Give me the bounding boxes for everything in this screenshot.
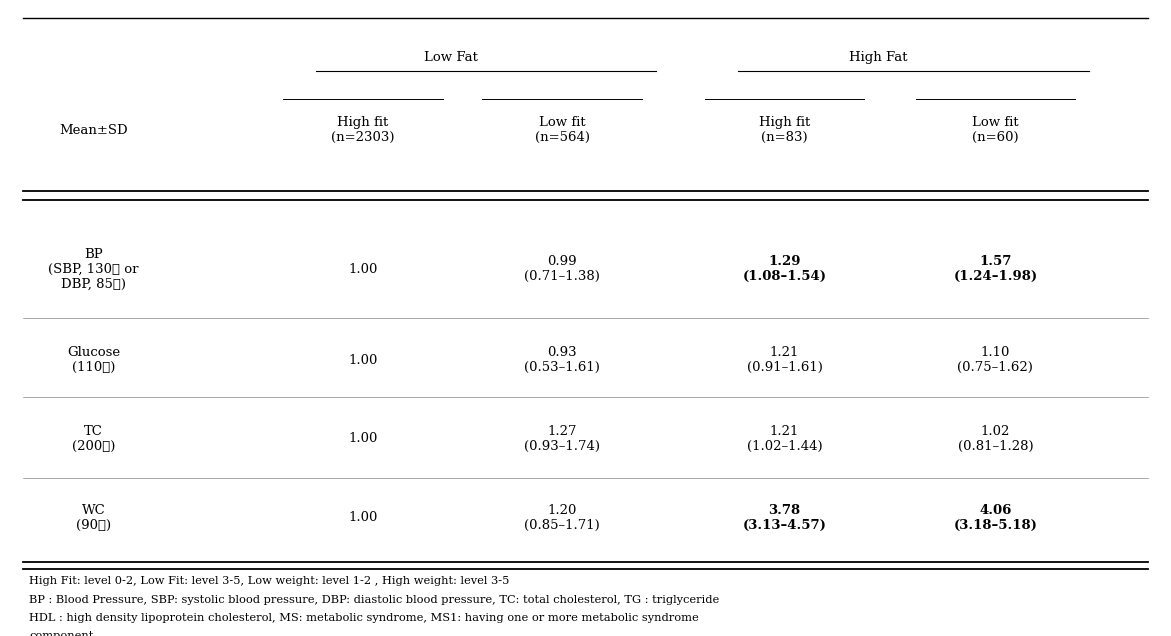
- Text: 0.99
(0.71–1.38): 0.99 (0.71–1.38): [525, 256, 600, 284]
- Text: Mean±SD: Mean±SD: [60, 123, 128, 137]
- Text: Low fit
(n=60): Low fit (n=60): [972, 116, 1019, 144]
- Text: 3.78
(3.13–4.57): 3.78 (3.13–4.57): [742, 504, 827, 532]
- Text: 1.00: 1.00: [348, 432, 378, 445]
- Text: BP
(SBP, 130≧ or
DBP, 85≧): BP (SBP, 130≧ or DBP, 85≧): [48, 248, 139, 291]
- Text: 1.20
(0.85–1.71): 1.20 (0.85–1.71): [525, 504, 600, 532]
- Text: HDL : high density lipoprotein cholesterol, MS: metabolic syndrome, MS1: having : HDL : high density lipoprotein cholester…: [29, 612, 699, 623]
- Text: High fit
(n=83): High fit (n=83): [759, 116, 810, 144]
- Text: 1.00: 1.00: [348, 263, 378, 276]
- Text: 1.00: 1.00: [348, 354, 378, 367]
- Text: 0.93
(0.53–1.61): 0.93 (0.53–1.61): [525, 346, 600, 374]
- Text: 1.21
(0.91–1.61): 1.21 (0.91–1.61): [747, 346, 822, 374]
- Text: 1.00: 1.00: [348, 511, 378, 524]
- Text: High Fat: High Fat: [849, 51, 908, 64]
- Text: BP : Blood Pressure, SBP: systolic blood pressure, DBP: diastolic blood pressure: BP : Blood Pressure, SBP: systolic blood…: [29, 595, 719, 605]
- Text: 1.10
(0.75–1.62): 1.10 (0.75–1.62): [958, 346, 1033, 374]
- Text: Glucose
(110≧): Glucose (110≧): [67, 346, 121, 374]
- Text: component: component: [29, 631, 94, 636]
- Text: 1.27
(0.93–1.74): 1.27 (0.93–1.74): [525, 425, 600, 453]
- Text: Low fit
(n=564): Low fit (n=564): [535, 116, 589, 144]
- Text: 1.02
(0.81–1.28): 1.02 (0.81–1.28): [958, 425, 1033, 453]
- Text: 1.29
(1.08–1.54): 1.29 (1.08–1.54): [742, 256, 827, 284]
- Text: 4.06
(3.18–5.18): 4.06 (3.18–5.18): [953, 504, 1038, 532]
- Text: WC
(90≧): WC (90≧): [76, 504, 111, 532]
- Text: 1.57
(1.24–1.98): 1.57 (1.24–1.98): [953, 256, 1038, 284]
- Text: High fit
(n=2303): High fit (n=2303): [331, 116, 395, 144]
- Text: TC
(200≧): TC (200≧): [71, 425, 116, 453]
- Text: Low Fat: Low Fat: [424, 51, 478, 64]
- Text: High Fit: level 0-2, Low Fit: level 3-5, Low weight: level 1-2 , High weight: le: High Fit: level 0-2, Low Fit: level 3-5,…: [29, 576, 509, 586]
- Text: 1.21
(1.02–1.44): 1.21 (1.02–1.44): [747, 425, 822, 453]
